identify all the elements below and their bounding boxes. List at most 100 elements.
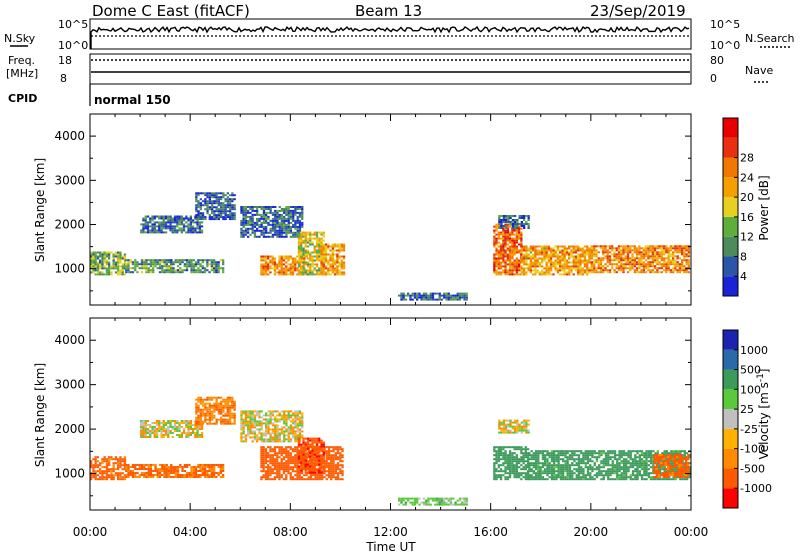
power-cell [274, 219, 277, 222]
vel-cell [213, 464, 216, 466]
power-cell [506, 269, 509, 272]
power-cell [294, 267, 297, 270]
power-cell [309, 237, 312, 240]
power-cell [244, 227, 248, 230]
power-cell [416, 294, 419, 297]
vel-cell [499, 452, 503, 455]
power-cell [622, 249, 625, 252]
power-cell [187, 229, 190, 232]
power-cell [322, 239, 325, 242]
power-cell [495, 225, 498, 228]
vel-cell [289, 462, 292, 465]
power-cell [642, 263, 645, 266]
power-cell [171, 217, 174, 220]
power-cell [178, 221, 181, 224]
power-cell [213, 259, 216, 262]
power-cell [117, 263, 120, 266]
power-cell [647, 251, 650, 254]
power-cell [615, 247, 618, 250]
power-cell [532, 247, 535, 250]
vel-cell [198, 434, 201, 436]
power-cell [294, 269, 297, 272]
vel-cell [282, 472, 286, 475]
power-cell [499, 247, 503, 250]
power-cell [164, 221, 168, 224]
power-cell [296, 208, 299, 210]
power-cell [683, 249, 686, 252]
power-cell [280, 263, 283, 266]
vel-cell [294, 434, 297, 437]
vel-cell [240, 418, 243, 421]
power-cell [280, 217, 284, 220]
power-cell [267, 211, 270, 214]
power-cell [180, 215, 183, 218]
vel-cell [206, 466, 209, 468]
power-cell [153, 225, 156, 228]
power-cell [656, 247, 659, 250]
power-cell [320, 259, 323, 262]
power-cell [604, 245, 607, 248]
power-cell [536, 269, 539, 272]
power-cell [538, 271, 541, 274]
power-cell [158, 259, 162, 262]
power-cell [267, 235, 270, 238]
power-cell [586, 267, 589, 270]
vel-cell [315, 451, 319, 454]
power-cell [217, 210, 220, 213]
vel-cell [269, 448, 272, 451]
vel-cell [197, 422, 200, 425]
power-cell [669, 247, 672, 250]
power-cell [289, 229, 293, 232]
power-cell [271, 229, 275, 232]
power-cell [297, 237, 301, 240]
vel-cell [400, 501, 403, 504]
vel-cell [285, 452, 288, 455]
power-cell [640, 263, 643, 266]
power-cell [153, 229, 156, 232]
vel-cell [195, 422, 198, 425]
vel-cell [304, 437, 307, 440]
power-cell [121, 263, 124, 266]
vel-cell [493, 446, 496, 449]
power-cell [329, 273, 332, 276]
vel-cell [449, 499, 453, 502]
vel-cell [158, 468, 162, 470]
vel-cell [94, 458, 97, 461]
power-cell [258, 223, 261, 226]
power-cell [606, 269, 609, 272]
power-cell [509, 223, 512, 225]
power-cell [518, 263, 521, 266]
power-cell [125, 263, 128, 266]
power-cell [294, 209, 297, 212]
vel-cell [267, 446, 270, 449]
vel-cell [274, 430, 277, 433]
power-cell [247, 221, 250, 224]
power-cell [515, 229, 518, 232]
power-cell [556, 261, 560, 264]
vel-cell [283, 410, 286, 413]
power-cell [203, 267, 207, 270]
power-cell [269, 235, 272, 238]
power-cell [550, 253, 553, 256]
vel-cell [233, 414, 236, 417]
vel-cell [180, 422, 183, 424]
vel-cell [312, 478, 315, 481]
power-cell [311, 255, 314, 258]
power-cell [306, 245, 310, 248]
vel-cell [289, 466, 292, 469]
vel-cell [143, 464, 146, 466]
power-cell [198, 221, 201, 224]
vel-cell [504, 466, 507, 469]
vel-cell [125, 474, 128, 476]
vel-cell [294, 412, 297, 415]
vel-cell [210, 466, 213, 468]
vel-cell [233, 408, 236, 411]
vel-cell [306, 455, 310, 458]
vel-cell [249, 412, 252, 415]
power-cell [215, 206, 218, 209]
vel-cell [318, 457, 321, 460]
vel-cell [251, 424, 254, 427]
vel-cell [504, 472, 507, 475]
power-cell [320, 267, 323, 270]
